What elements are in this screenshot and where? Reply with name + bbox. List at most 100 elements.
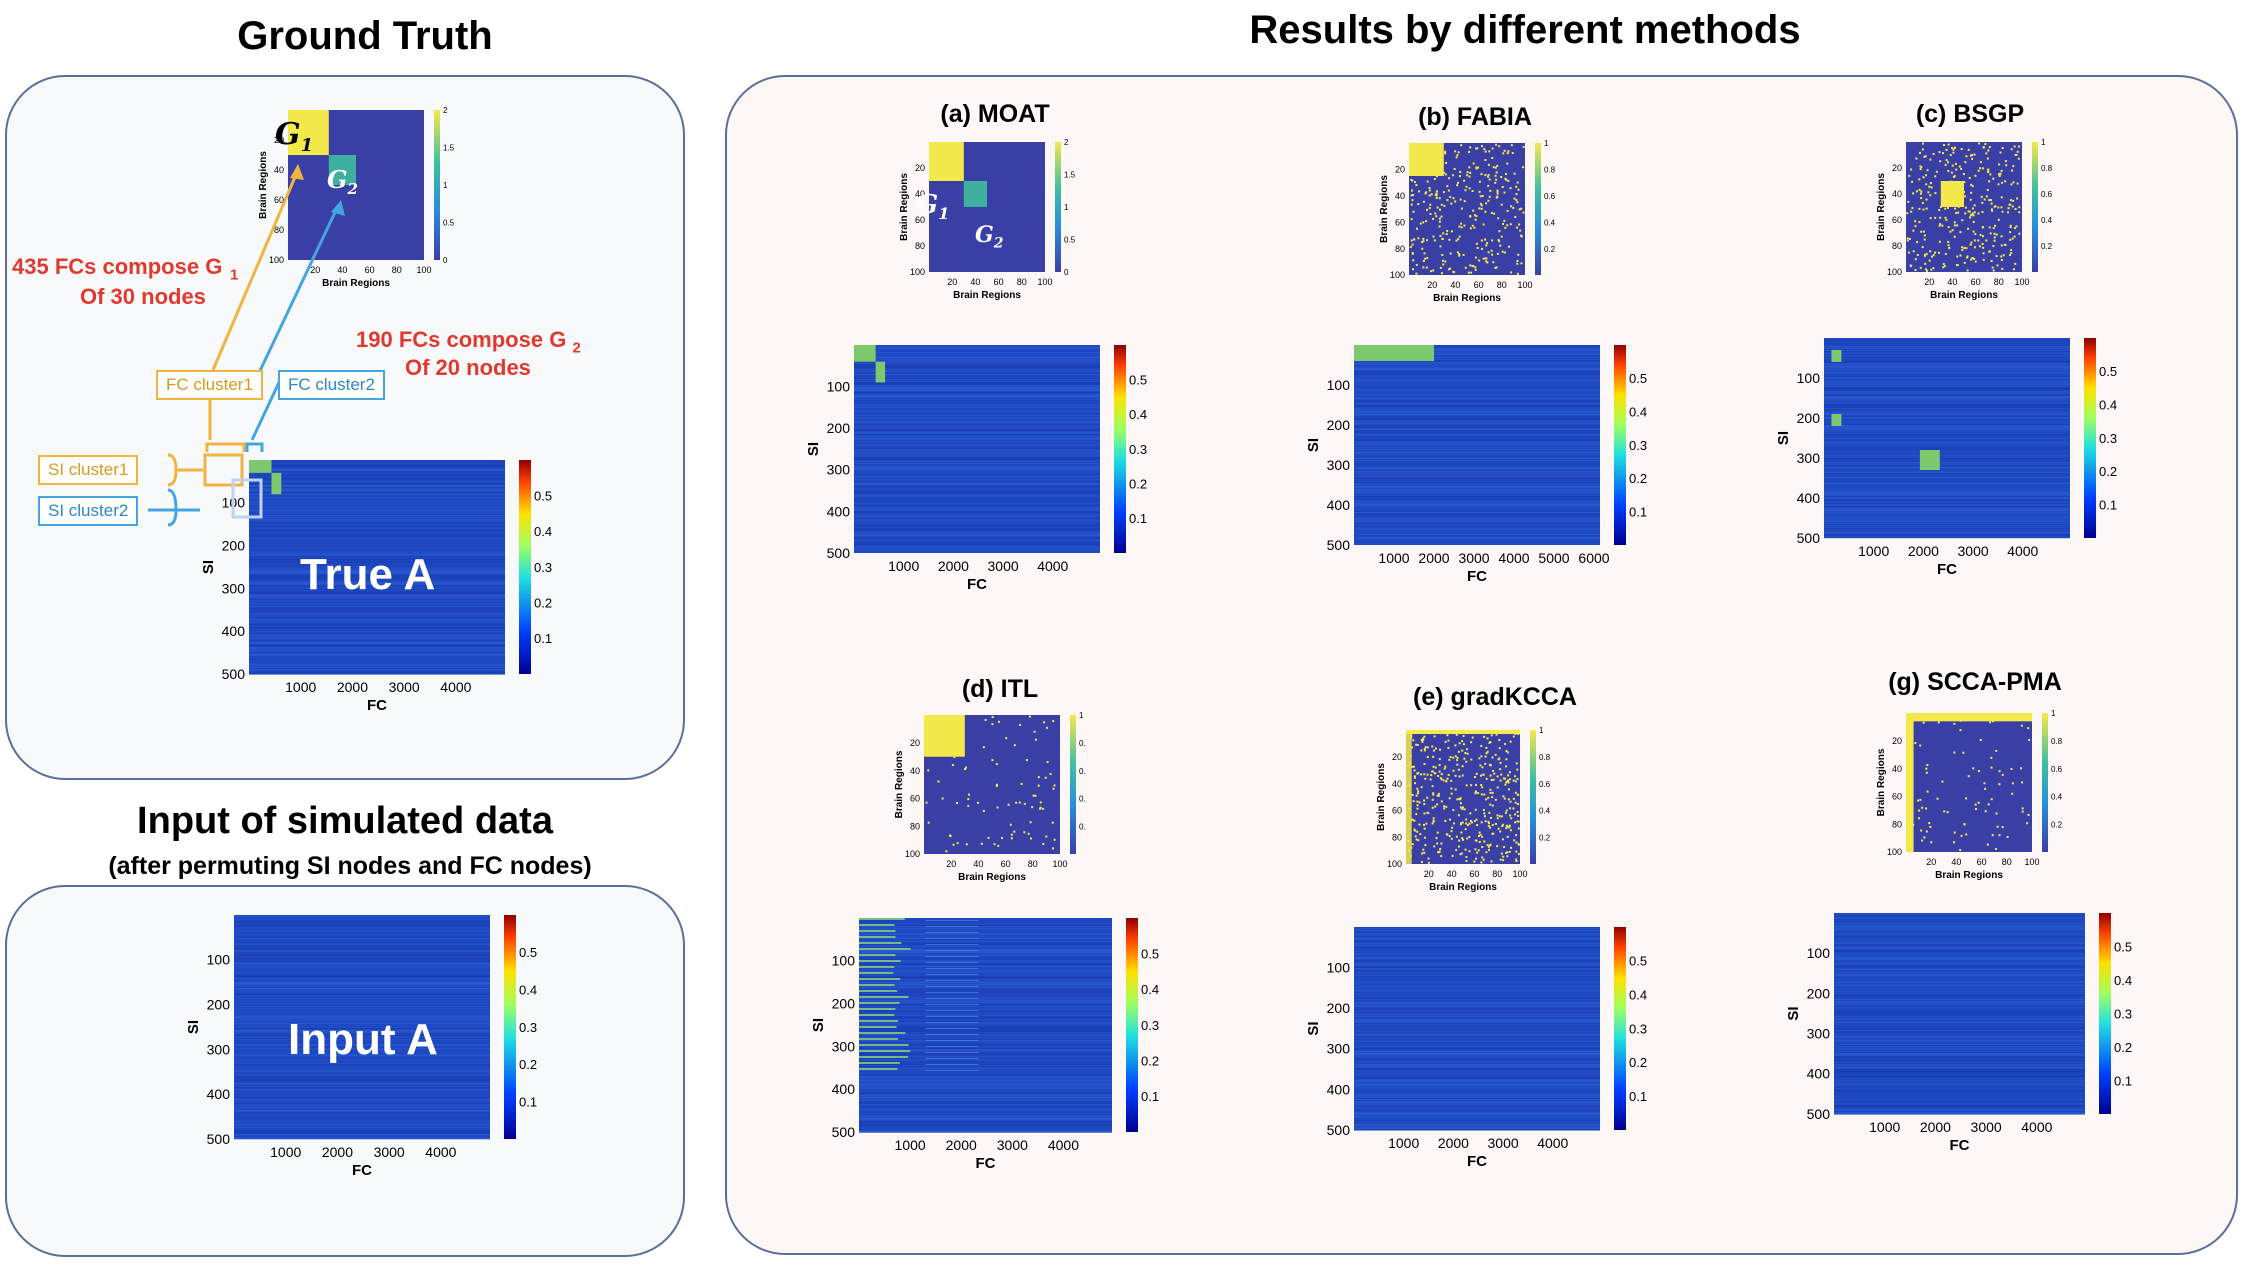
- a_big-xlabel: FC: [967, 576, 987, 593]
- a_small-xtick-0: 20: [947, 277, 957, 287]
- heatmap-fabia-big: 100 200 300 400 500 1000 2000 3000 4000 5000 6000 F…: [1305, 345, 1660, 587]
- g_small-xtick-1: 40: [1951, 857, 1961, 867]
- a_small-block-1: [963, 181, 987, 207]
- si-cluster1-brace: [167, 453, 178, 487]
- gt_small-cbtick-4: 2: [443, 106, 448, 115]
- b_big-svg: 100 200 300 400 500 1000 2000 3000 4000 5000 6000 F…: [1305, 345, 1647, 585]
- c_small-ytick-4: 100: [1887, 267, 1902, 277]
- b_big-ytick-3: 400: [1327, 497, 1351, 513]
- g_big-cbtick-1: 0.2: [2114, 1040, 2132, 1055]
- gt_small-xtick-2: 60: [365, 265, 375, 275]
- method-title-moat: (a) MOAT: [940, 100, 1050, 128]
- e_small-ylabel: Brain Regions: [1376, 763, 1387, 831]
- g_small-ylabel: Brain Regions: [1876, 748, 1887, 816]
- d_big-cbtick-4: 0.5: [1141, 947, 1159, 962]
- b_small-cbtick-2: 0.6: [1544, 192, 1556, 201]
- g_small-xtick-2: 60: [1977, 857, 1987, 867]
- b_small-cbtick-3: 0.8: [1544, 166, 1556, 175]
- a_big-ytick-1: 200: [827, 420, 851, 436]
- g_big-xtick-2: 3000: [1971, 1119, 2002, 1135]
- c_big-xtick-3: 4000: [2007, 543, 2038, 559]
- d_small-cbtick-0: 0.: [1079, 822, 1086, 831]
- d_small-ylabel: Brain Regions: [894, 750, 905, 818]
- b_big-noise: [1354, 345, 1600, 543]
- g_big-colorbar: [2099, 913, 2111, 1114]
- a_big-colorbar: [1114, 345, 1126, 553]
- d_big-ytick-1: 200: [832, 996, 856, 1012]
- gt_small-ylabel: Brain Regions: [258, 151, 269, 219]
- c_small-ytick-0: 20: [1892, 163, 1902, 173]
- c_big-cbtick-1: 0.2: [2099, 464, 2117, 479]
- g_big-noise: [1834, 913, 2085, 1115]
- d_small-ytick-4: 100: [905, 849, 920, 859]
- g_small-colorbar: [2042, 713, 2048, 852]
- d_big-cbtick-0: 0.1: [1141, 1089, 1159, 1104]
- a_small-ylabel: Brain Regions: [899, 173, 910, 241]
- d_small-svg: 20 40 60 80 100 20 40 60 80 100 Brain Regions Brain…: [894, 711, 1086, 883]
- a_big-xtick-1: 2000: [938, 558, 969, 574]
- input_a-ytick-0: 100: [207, 952, 231, 968]
- a_big-cbtick-4: 0.5: [1129, 373, 1147, 388]
- a_big-xtick-0: 1000: [888, 558, 919, 574]
- e_big-noise: [1354, 927, 1600, 1131]
- input_a-cbtick-4: 0.5: [519, 945, 537, 960]
- c_small-colorbar: [2032, 142, 2038, 272]
- heatmap-scca-pma-small: 20 40 60 80 100 20 40 60 80 100 Brain Regions Brain…: [1876, 709, 2070, 881]
- a_small-xtick-2: 60: [994, 277, 1004, 287]
- heatmap-scca-pma-big: 100 200 300 400 500 1000 2000 3000 4000 FC SI 0.1 0.…: [1785, 913, 2145, 1156]
- gt_small-xtick-4: 100: [416, 265, 431, 275]
- a_small-block-0: [929, 142, 964, 181]
- b_small-cbtick-4: 1: [1544, 139, 1549, 148]
- e_small-xtick-3: 80: [1492, 869, 1502, 879]
- a_big-ylabel: SI: [805, 442, 822, 456]
- true_a-ytick-4: 500: [222, 666, 246, 682]
- d_small-ytick-1: 40: [910, 766, 920, 776]
- b_small-colorbar: [1535, 143, 1541, 275]
- fc-cluster2-arrow: [250, 375, 284, 441]
- input_a-ytick-2: 300: [207, 1041, 231, 1057]
- input_a-ytick-1: 200: [207, 997, 231, 1013]
- c_big-xtick-1: 2000: [1908, 543, 1939, 559]
- true_a-xtick-2: 3000: [389, 679, 420, 695]
- g_small-xtick-4: 100: [2024, 857, 2039, 867]
- d_big-xlabel: FC: [976, 1155, 996, 1172]
- c_small-dots: [1906, 142, 2021, 272]
- b_big-ytick-2: 300: [1327, 457, 1351, 473]
- g_small-cbtick-4: 1: [2051, 709, 2056, 718]
- e_big-xtick-0: 1000: [1388, 1135, 1419, 1151]
- g_small-xtick-0: 20: [1926, 857, 1936, 867]
- a_big-ytick-4: 500: [827, 545, 851, 561]
- b_big-cbtick-2: 0.3: [1629, 438, 1647, 453]
- fc-cluster1-bracket: [205, 442, 246, 452]
- a_small-cbtick-2: 1: [1064, 203, 1069, 212]
- b_big-colorbar: [1614, 345, 1626, 545]
- g_small-svg: 20 40 60 80 100 20 40 60 80 100 Brain Regions Brain…: [1876, 709, 2063, 881]
- e_big-ylabel: SI: [1305, 1021, 1322, 1035]
- true_a-noise: [249, 460, 505, 675]
- input_a-cbtick-1: 0.2: [519, 1057, 537, 1072]
- b_big-xlabel: FC: [1467, 568, 1487, 585]
- g1-description-line1: 435 FCs compose G 1: [12, 254, 239, 284]
- d_big-cbtick-1: 0.2: [1141, 1054, 1159, 1069]
- c_small-svg: 20 40 60 80 100 20 40 60 80 100 Brain Regions Brain…: [1876, 138, 2053, 301]
- g_big-ytick-3: 400: [1807, 1066, 1831, 1082]
- e_big-ytick-3: 400: [1327, 1081, 1351, 1097]
- input_a-xtick-0: 1000: [270, 1144, 301, 1160]
- true_a-xlabel: FC: [367, 697, 387, 714]
- input_a-noise: [234, 915, 490, 1140]
- b_small-xlabel: Brain Regions: [1433, 293, 1501, 304]
- gt_small-ytick-0: 20: [274, 135, 284, 145]
- g_big-ytick-1: 200: [1807, 985, 1831, 1001]
- true_a-xtick-1: 2000: [337, 679, 368, 695]
- g_big-cbtick-0: 0.1: [2114, 1073, 2132, 1088]
- c_big-block-1: [1831, 350, 1842, 362]
- b_small-ytick-2: 60: [1395, 217, 1405, 227]
- e_big-ytick-4: 500: [1327, 1122, 1351, 1138]
- b_big-xtick-4: 5000: [1538, 550, 1569, 566]
- e_small-dots: [1406, 730, 1520, 864]
- g_small-cbtick-1: 0.4: [2051, 793, 2063, 802]
- c_big-xtick-2: 3000: [1958, 543, 1989, 559]
- a_big-ytick-3: 400: [827, 503, 851, 519]
